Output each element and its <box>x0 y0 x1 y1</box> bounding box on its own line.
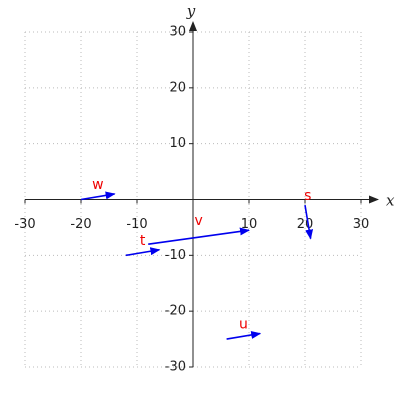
y-tick-label: -30 <box>165 360 186 375</box>
vector-label: v <box>194 213 202 229</box>
vector-label: w <box>92 177 103 193</box>
y-tick-label: 20 <box>169 80 186 95</box>
y-axis-label: y <box>186 2 196 20</box>
x-tick-label: -20 <box>70 217 91 232</box>
x-tick-label: -10 <box>126 217 147 232</box>
y-tick-label: -20 <box>165 304 186 319</box>
y-tick-label: 30 <box>169 25 186 40</box>
vector-arrow <box>226 331 262 340</box>
x-tick-label: -30 <box>14 217 35 232</box>
y-tick-label: 10 <box>169 136 186 151</box>
vector-arrow <box>148 227 250 245</box>
x-tick-label: 10 <box>241 217 258 232</box>
vector-arrow <box>80 191 116 201</box>
vector-label: u <box>239 317 248 333</box>
x-tick-label: 20 <box>297 217 314 232</box>
x-axis-label: x <box>386 192 395 210</box>
x-tick-label: 30 <box>353 217 370 232</box>
vector-label: t <box>140 233 146 249</box>
vector-arrow <box>125 247 161 257</box>
vector-arrow <box>304 204 314 240</box>
y-tick-label: -10 <box>165 248 186 263</box>
vector-label: s <box>304 188 311 204</box>
